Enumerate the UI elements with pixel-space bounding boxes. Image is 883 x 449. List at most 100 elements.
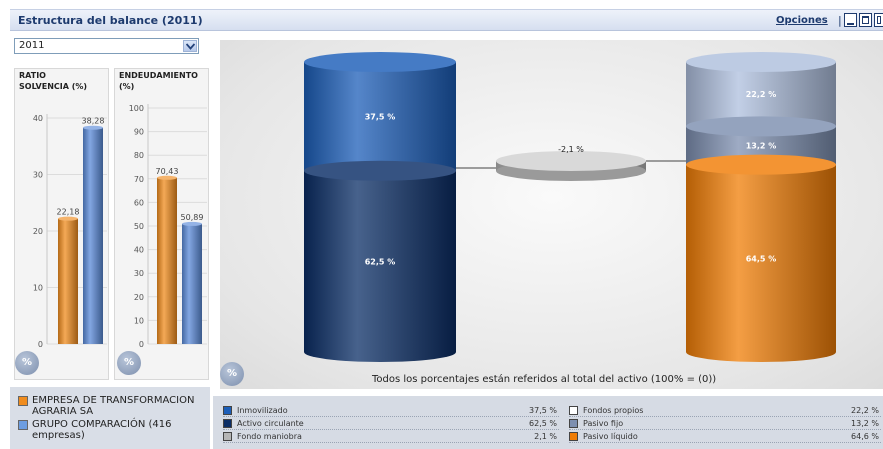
legend-label: Inmovilizado bbox=[237, 406, 288, 415]
segment-top bbox=[304, 52, 456, 72]
chevron-down-icon[interactable] bbox=[183, 40, 197, 52]
y-tick-label: 80 bbox=[134, 151, 144, 160]
segment-data-label: 37,5 % bbox=[365, 112, 396, 121]
widget-title: Estructura del balance (2011) bbox=[18, 14, 203, 27]
segment-bottom bbox=[304, 342, 456, 362]
debt-chart: 0 10 20 30 40 50 60 70 80 90 100 70,43 50,89 bbox=[129, 104, 207, 349]
options-link[interactable]: Opciones bbox=[776, 15, 828, 26]
legend-row: Fondos propios 22,2 % bbox=[569, 405, 881, 417]
legend-item-company: EMPRESA DE TRANSFORMACION AGRARIA SA bbox=[18, 395, 208, 419]
restore-button[interactable] bbox=[874, 13, 883, 27]
y-tick-label: 20 bbox=[134, 293, 144, 302]
segment-data-label: 62,5 % bbox=[365, 257, 396, 266]
legend-label: Pasivo fijo bbox=[583, 419, 624, 428]
segment-top bbox=[686, 52, 836, 72]
solvency-chart-title: RATIO SOLVENCIA (%) bbox=[19, 71, 88, 91]
balance-legend: Inmovilizado 37,5 % Fondos propios 22,2 % … bbox=[213, 396, 883, 449]
bar-top bbox=[58, 216, 78, 221]
minimize-button[interactable] bbox=[844, 13, 857, 27]
maximize-icon bbox=[862, 16, 869, 24]
segment-data-label: 13,2 % bbox=[746, 142, 777, 151]
legend-row: Pasivo líquido 64,6 % bbox=[569, 431, 881, 443]
legend-swatch bbox=[223, 419, 232, 428]
segment-top bbox=[686, 116, 836, 137]
bar-data-label: 70,43 bbox=[156, 167, 179, 176]
legend-swatch bbox=[18, 396, 28, 406]
balance-structure-chart: 62,5 % 37,5 % 64,5 % 13,2 % 22,2 % -2,1 % bbox=[304, 52, 836, 362]
y-tick-label: 40 bbox=[33, 114, 43, 123]
legend-value: 62,5 % bbox=[529, 419, 557, 428]
chart-caption: Todos los porcentajes están referidos al… bbox=[372, 374, 717, 385]
legend-swatch bbox=[18, 420, 28, 430]
percent-toggle-button[interactable]: % bbox=[117, 351, 141, 375]
year-select[interactable]: 2011 bbox=[14, 38, 199, 54]
legend-swatch bbox=[569, 432, 578, 441]
minimize-icon bbox=[847, 23, 854, 25]
legend-row: Fondo maniobra 2,1 % bbox=[223, 431, 559, 443]
stack-segment bbox=[304, 62, 456, 171]
legend-item-group: GRUPO COMPARACIÓN (416 empresas) bbox=[18, 419, 208, 443]
y-tick-label: 20 bbox=[33, 227, 43, 236]
solvency-chart: 0 10 20 30 40 22,18 38,28 bbox=[33, 114, 107, 349]
connector-data-label: -2,1 % bbox=[558, 145, 584, 154]
legend-value: 37,5 % bbox=[529, 406, 557, 415]
legend-row: Activo circulante 62,5 % bbox=[223, 418, 559, 430]
debt-chart-panel: ENDEUDAMIENTO (%) 0 10 20 30 40 50 60 70 80 90 100… bbox=[114, 68, 209, 380]
restore-icon bbox=[877, 16, 881, 24]
segment-bottom bbox=[686, 342, 836, 362]
legend-swatch bbox=[223, 432, 232, 441]
y-tick-label: 10 bbox=[134, 316, 144, 325]
percent-toggle-button[interactable]: % bbox=[15, 351, 39, 375]
legend-value: 22,2 % bbox=[851, 406, 879, 415]
legend-row: Pasivo fijo 13,2 % bbox=[569, 418, 881, 430]
stack-segment bbox=[686, 164, 836, 352]
y-tick-label: 10 bbox=[33, 284, 43, 293]
bar-top bbox=[182, 221, 202, 226]
bar-top bbox=[157, 175, 177, 180]
bar bbox=[157, 177, 177, 344]
company-legend: EMPRESA DE TRANSFORMACION AGRARIA SA GRU… bbox=[10, 387, 210, 449]
legend-value: 13,2 % bbox=[851, 419, 879, 428]
segment-top bbox=[304, 160, 456, 181]
stack-segment bbox=[304, 170, 456, 352]
debt-chart-title: ENDEUDAMIENTO (%) bbox=[119, 71, 198, 91]
bar bbox=[58, 218, 78, 344]
legend-label: Activo circulante bbox=[237, 419, 304, 428]
toolbar-separator: | bbox=[838, 14, 842, 27]
bar-data-label: 38,28 bbox=[82, 117, 105, 126]
legend-label: EMPRESA DE TRANSFORMACION AGRARIA SA bbox=[32, 395, 195, 417]
solvency-chart-panel: RATIO SOLVENCIA (%) 0 10 20 30 40 22,18 38,28 … bbox=[14, 68, 109, 380]
y-tick-label: 90 bbox=[134, 128, 144, 137]
y-tick-label: 0 bbox=[38, 340, 43, 349]
y-tick-label: 70 bbox=[134, 175, 144, 184]
y-tick-label: 30 bbox=[33, 171, 43, 180]
bar bbox=[83, 127, 103, 344]
y-tick-label: 100 bbox=[129, 104, 144, 113]
y-tick-label: 30 bbox=[134, 269, 144, 278]
legend-swatch bbox=[569, 406, 578, 415]
bar-data-label: 22,18 bbox=[57, 208, 80, 217]
maximize-button[interactable] bbox=[859, 13, 872, 27]
bar-data-label: 50,89 bbox=[181, 213, 204, 222]
y-tick-label: 50 bbox=[134, 222, 144, 231]
y-tick-label: 60 bbox=[134, 198, 144, 207]
legend-value: 64,6 % bbox=[851, 432, 879, 441]
legend-swatch bbox=[569, 419, 578, 428]
legend-label: Fondo maniobra bbox=[237, 432, 302, 441]
stack-segment bbox=[686, 62, 836, 127]
bar bbox=[182, 223, 202, 344]
y-tick-label: 40 bbox=[134, 246, 144, 255]
y-tick-label: 0 bbox=[139, 340, 144, 349]
year-select-value: 2011 bbox=[19, 40, 45, 51]
segment-top bbox=[686, 154, 836, 175]
percent-toggle-button[interactable]: % bbox=[220, 362, 244, 386]
bar-top bbox=[83, 125, 103, 130]
connector-disc-top bbox=[496, 151, 646, 171]
segment-data-label: 64,5 % bbox=[746, 254, 777, 263]
balance-structure-chart-panel: 62,5 % 37,5 % 64,5 % 13,2 % 22,2 % -2,1 % % bbox=[220, 40, 883, 389]
legend-label: Fondos propios bbox=[583, 406, 644, 415]
legend-label: GRUPO COMPARACIÓN (416 empresas) bbox=[32, 419, 172, 441]
widget-titlebar: Estructura del balance (2011) Opciones | bbox=[10, 9, 883, 31]
legend-row: Inmovilizado 37,5 % bbox=[223, 405, 559, 417]
